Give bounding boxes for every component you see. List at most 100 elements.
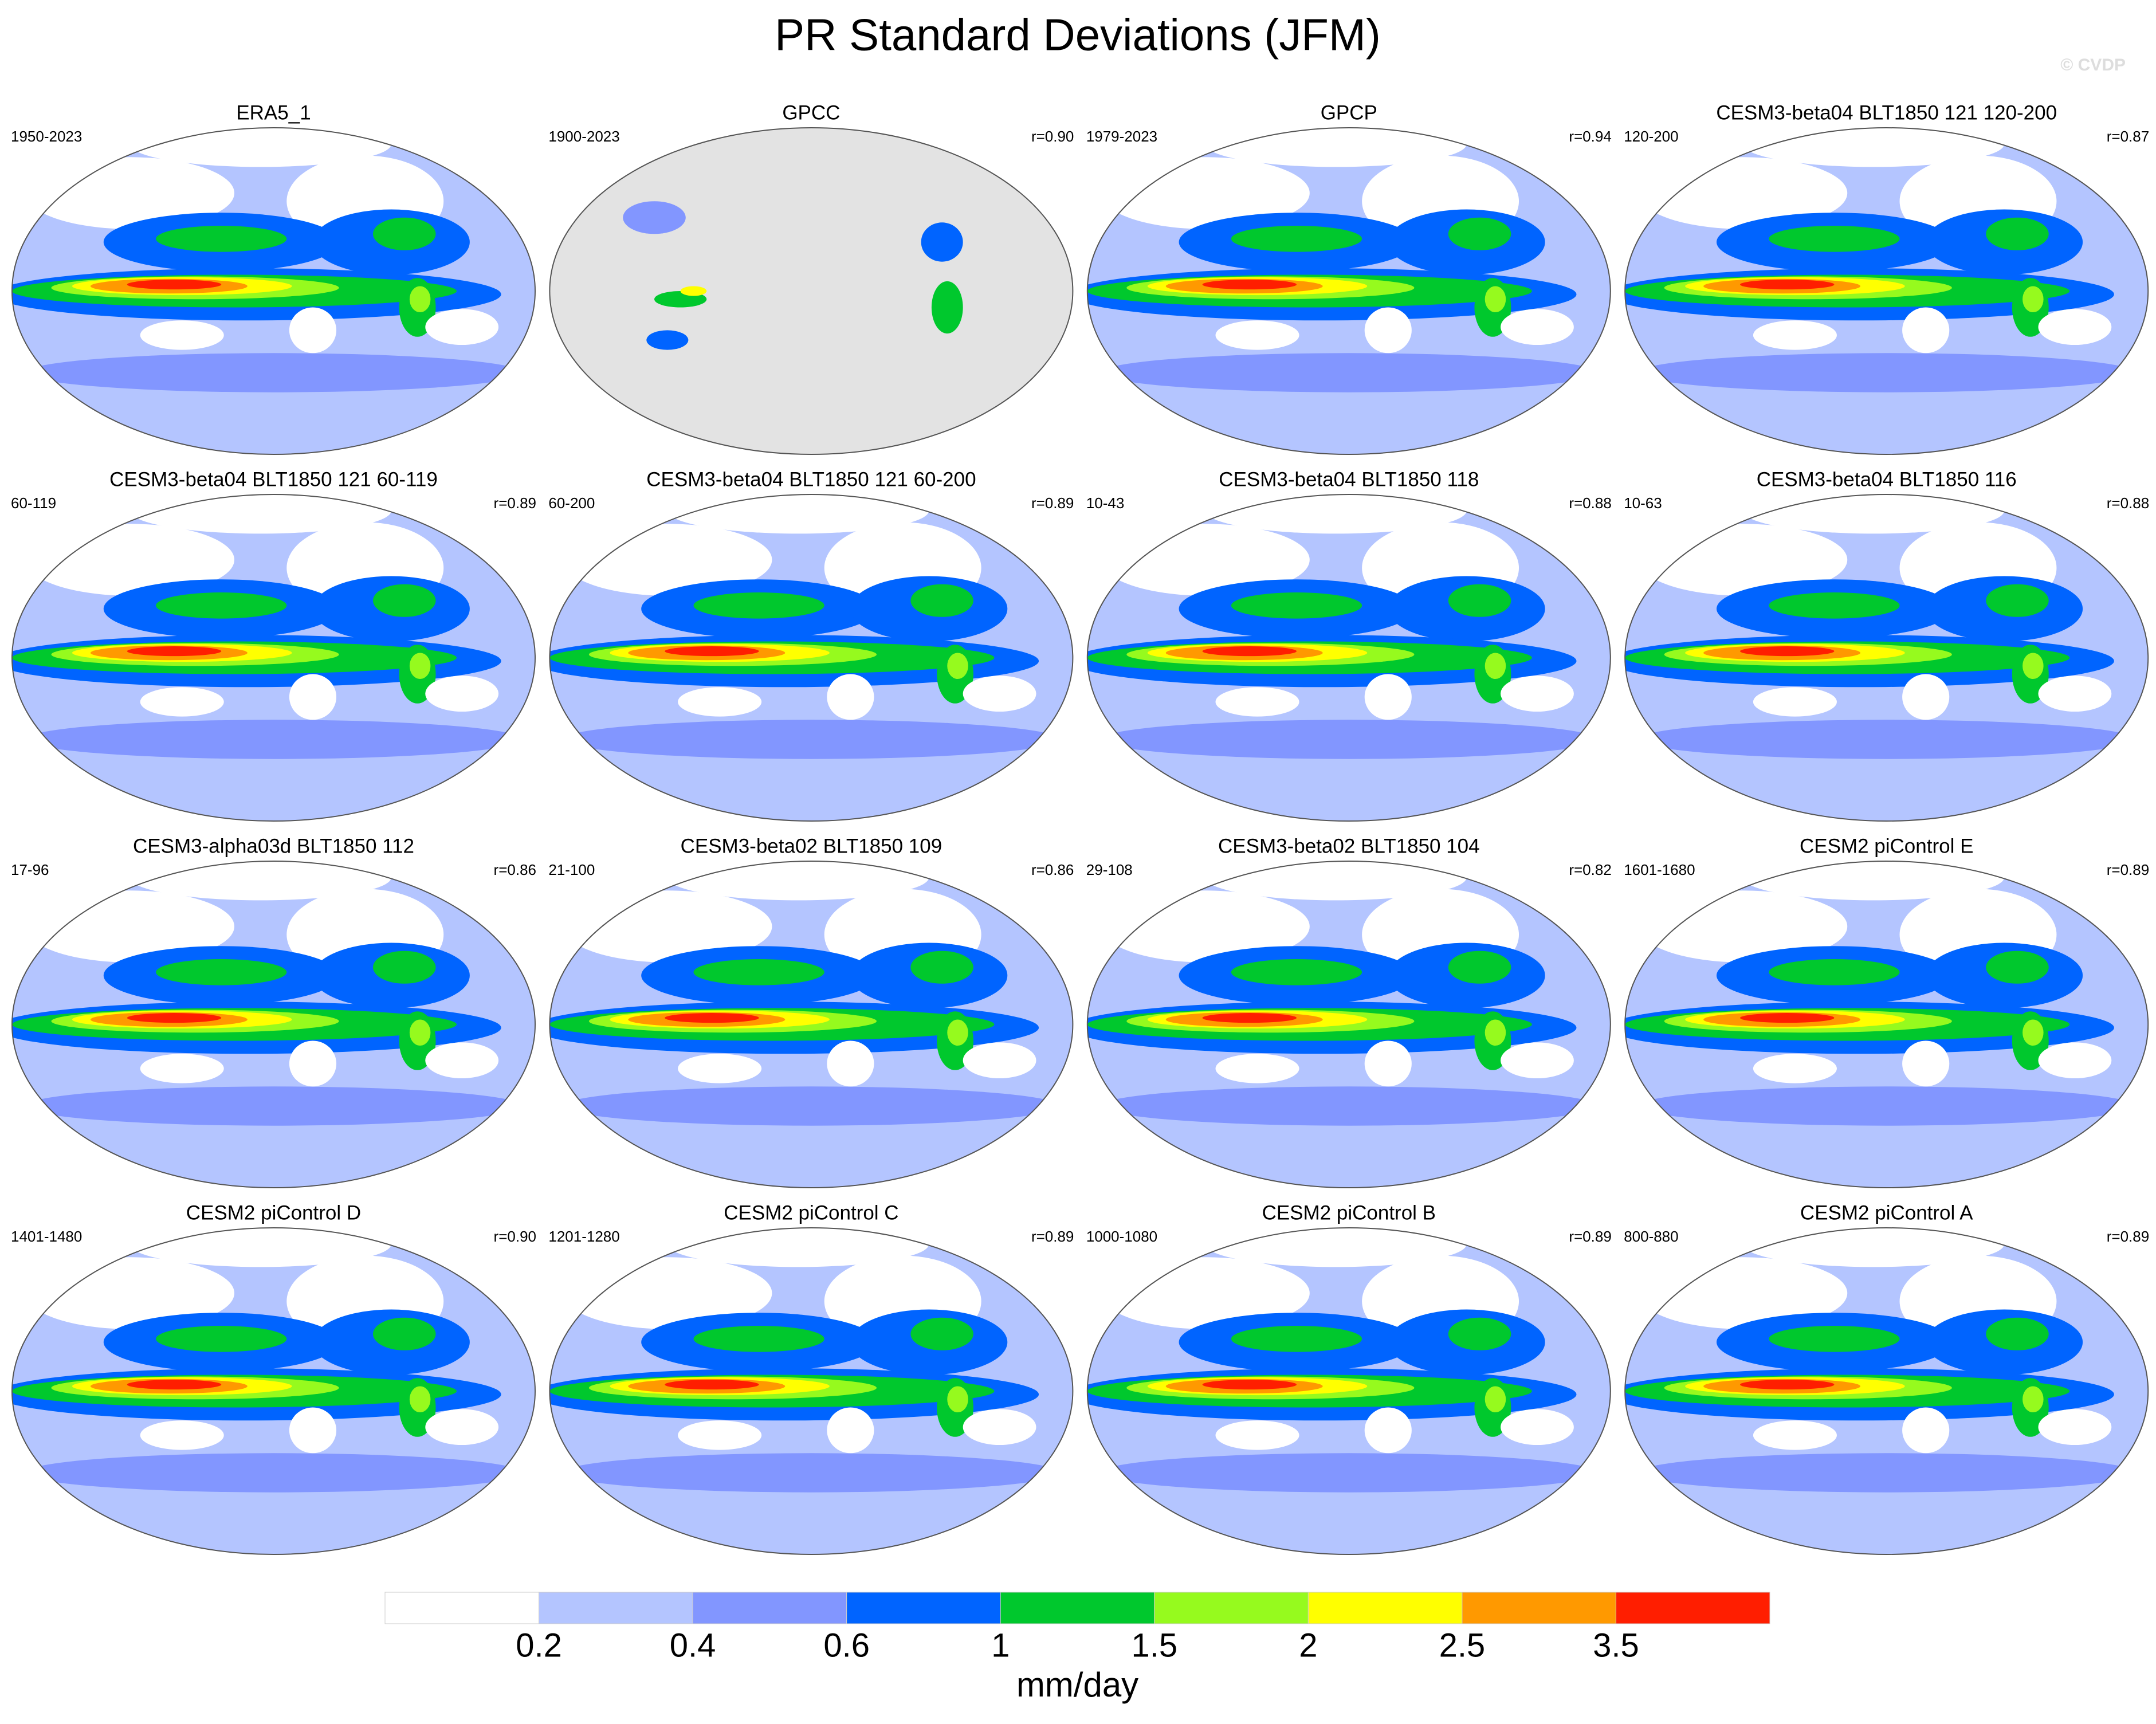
precip-region: [1485, 1386, 1506, 1413]
map-field: [1087, 861, 1611, 1188]
map-outline: [1086, 861, 1611, 1188]
precip-region: [140, 1420, 224, 1450]
panel-correlation: r=0.89: [2107, 861, 2149, 878]
map-panel: CESM3-beta02 BLT1850 109 21-100 r=0.86: [548, 835, 1074, 1188]
precip-region: [1100, 720, 1597, 759]
colorbar-tick-label: 0.4: [670, 1627, 716, 1664]
precip-region: [425, 676, 499, 712]
panel-period: 1950-2023: [11, 128, 82, 145]
panel-title: CESM3-beta04 BLT1850 121 60-200: [646, 468, 976, 490]
precip-region: [678, 687, 762, 717]
map-field: [12, 494, 535, 821]
precip-region: [1100, 1453, 1597, 1493]
map-outline: [1086, 1227, 1611, 1555]
watermark: © CVDP: [2060, 56, 2126, 74]
precip-region: [947, 1386, 968, 1413]
panel-title: CESM3-beta04 BLT1850 121 60-119: [109, 468, 438, 490]
precip-region: [1902, 674, 1950, 720]
panel-period: 60-200: [548, 494, 595, 512]
precip-region: [2038, 1042, 2112, 1079]
precip-region: [947, 653, 968, 680]
panel-period: 21-100: [548, 861, 595, 878]
precip-region: [563, 720, 1060, 759]
precip-region: [910, 951, 973, 984]
colorbar-tick-label: 2: [1299, 1627, 1317, 1664]
precip-region: [1740, 280, 1835, 290]
precip-region: [963, 1409, 1036, 1446]
precip-region: [372, 217, 436, 250]
panel-period: 60-119: [11, 494, 56, 512]
panel-correlation: r=0.89: [1031, 494, 1074, 512]
precip-region: [1638, 1453, 2135, 1493]
precip-region: [1485, 653, 1506, 680]
figure-title: PR Standard Deviations (JFM): [775, 10, 1381, 60]
precip-region: [646, 330, 689, 350]
precip-region: [563, 1453, 1060, 1493]
colorbar-tick-label: 1.5: [1131, 1627, 1177, 1664]
precip-region: [563, 1086, 1060, 1126]
precip-region: [947, 1019, 968, 1046]
precip-region: [2023, 286, 2044, 313]
precip-region: [1769, 1326, 1900, 1352]
precip-region: [827, 1407, 874, 1454]
map-outline: [549, 494, 1074, 822]
precip-region: [1215, 320, 1299, 350]
panel-correlation: r=0.89: [1569, 1228, 1611, 1245]
precip-region: [25, 353, 523, 392]
panel-period: 17-96: [11, 861, 49, 878]
precip-region: [156, 226, 287, 252]
map-field: [549, 861, 1073, 1188]
precip-region: [963, 676, 1036, 712]
precip-region: [1485, 1019, 1506, 1046]
precip-region: [1769, 959, 1900, 985]
precip-region: [156, 959, 287, 985]
precip-region: [1501, 309, 1574, 345]
colorbar-box: [1000, 1592, 1155, 1624]
panel-title: CESM3-beta02 BLT1850 104: [1218, 835, 1480, 857]
precip-region: [289, 674, 337, 720]
precip-region: [2023, 1386, 2044, 1413]
precip-region: [1231, 1326, 1362, 1352]
map-outline: [1624, 1227, 2149, 1555]
panel-correlation: r=0.82: [1569, 861, 1611, 878]
precip-region: [425, 1042, 499, 1079]
precip-region: [289, 307, 337, 354]
panel-correlation: r=0.87: [2107, 128, 2149, 145]
precip-region: [1448, 1317, 1511, 1350]
map-outline: [11, 494, 536, 822]
precip-region: [1753, 687, 1837, 717]
colorbar-box: [846, 1592, 1001, 1624]
precip-region: [1740, 1013, 1835, 1023]
map-field: [1625, 861, 2149, 1188]
precip-region: [1202, 1013, 1297, 1023]
precip-region: [409, 653, 431, 680]
precip-region: [156, 1326, 287, 1352]
map-outline: [1086, 494, 1611, 822]
panel-title: CESM3-alpha03d BLT1850 112: [133, 835, 414, 857]
precip-region: [1986, 951, 2049, 984]
colorbar-tick-label: 2.5: [1439, 1627, 1486, 1664]
panel-title: GPCP: [1321, 101, 1377, 124]
precip-region: [2023, 653, 2044, 680]
precip-region: [1231, 592, 1362, 619]
panel-period: 1000-1080: [1086, 1228, 1157, 1245]
precip-region: [1638, 1086, 2135, 1126]
map-field: [1625, 1228, 2149, 1554]
precip-region: [910, 584, 973, 617]
map-outline: [11, 1227, 536, 1555]
map-field: [12, 861, 535, 1188]
precip-region: [1638, 353, 2135, 392]
panel-period: 1401-1480: [11, 1228, 82, 1245]
map-panel: CESM3-beta04 BLT1850 121 120-200 120-200 r…: [1624, 101, 2149, 455]
precip-region: [665, 1380, 759, 1390]
map-outline: [549, 861, 1074, 1188]
map-field: [1625, 128, 2149, 454]
precip-region: [1753, 320, 1837, 350]
map-panel: CESM2 piControl E 1601-1680 r=0.89: [1624, 835, 2149, 1188]
precip-region: [140, 320, 224, 350]
precip-region: [1364, 307, 1412, 354]
precip-region: [678, 1054, 762, 1083]
panel-title: ERA5_1: [236, 101, 311, 124]
precip-region: [156, 592, 287, 619]
precip-region: [2038, 309, 2112, 345]
